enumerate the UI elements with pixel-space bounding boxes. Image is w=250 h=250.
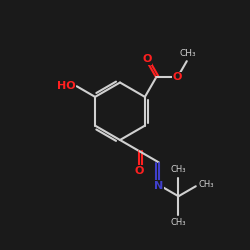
- Text: CH₃: CH₃: [199, 180, 214, 189]
- Text: CH₃: CH₃: [171, 218, 186, 227]
- Text: O: O: [173, 72, 182, 83]
- Text: CH₃: CH₃: [171, 166, 186, 174]
- Text: O: O: [142, 54, 152, 64]
- Text: CH₃: CH₃: [180, 49, 196, 58]
- Text: O: O: [135, 166, 144, 176]
- Text: N: N: [154, 181, 164, 191]
- Text: HO: HO: [57, 81, 76, 91]
